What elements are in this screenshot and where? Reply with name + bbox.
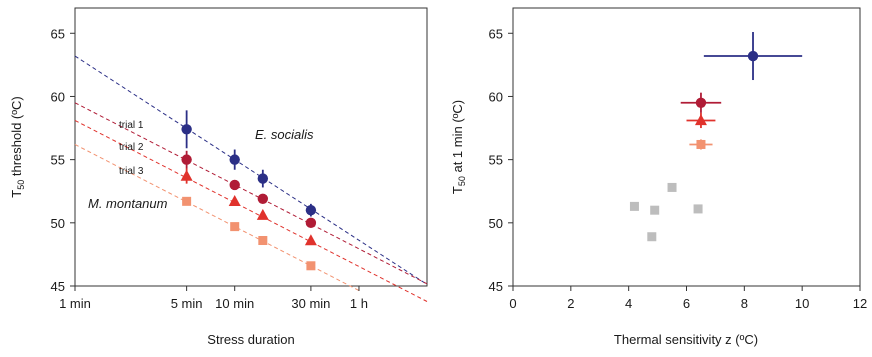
data-point bbox=[629, 201, 639, 211]
x-axis-label-right: Thermal sensitivity z (ºC) bbox=[614, 332, 758, 347]
x-tick-label-left: 1 h bbox=[350, 296, 368, 311]
x-tick-label-left: 10 min bbox=[215, 296, 254, 311]
axis-ticks-right: 0 2 4 6 8 10 12 45 50 55 60 65 bbox=[489, 26, 868, 311]
data-point bbox=[667, 182, 677, 192]
data-marks-right bbox=[629, 32, 803, 242]
plot-frame-left bbox=[74, 7, 428, 287]
data-point bbox=[229, 154, 240, 165]
fit-line bbox=[74, 102, 428, 285]
fit-lines-left bbox=[74, 55, 428, 302]
data-point bbox=[229, 179, 240, 191]
y-tick-label-right: 60 bbox=[489, 89, 503, 104]
x-tick-label-right: 12 bbox=[853, 296, 867, 311]
data-point bbox=[228, 195, 241, 207]
y-axis-label-right: T50 at 1 min (ºC) bbox=[450, 100, 467, 194]
data-marks-left bbox=[180, 110, 317, 271]
data-point bbox=[182, 196, 192, 206]
x-tick-label-left: 5 min bbox=[171, 296, 203, 311]
label-e-socialis: E. socialis bbox=[255, 127, 314, 142]
data-point bbox=[230, 222, 240, 232]
x-tick-label-left: 30 min bbox=[291, 296, 330, 311]
x-tick-label-right: 2 bbox=[567, 296, 574, 311]
data-point bbox=[180, 169, 193, 181]
y-tick-label-left: 50 bbox=[51, 216, 65, 231]
data-point bbox=[695, 97, 707, 108]
data-point bbox=[257, 193, 269, 205]
data-point bbox=[694, 114, 707, 126]
fit-line bbox=[74, 144, 360, 291]
data-point bbox=[650, 205, 660, 215]
panel-right-t50-vs-sensitivity: 0 2 4 6 8 10 12 45 50 55 60 65 Thermal sensitivity … bbox=[450, 7, 868, 347]
y-tick-label-left: 45 bbox=[51, 279, 65, 294]
x-axis-label-left: Stress duration bbox=[207, 332, 294, 347]
data-point bbox=[181, 154, 192, 165]
label-trial-3: trial 3 bbox=[119, 166, 144, 177]
label-m-montanum: M. montanum bbox=[88, 196, 168, 211]
data-point bbox=[256, 208, 269, 220]
data-point bbox=[258, 236, 268, 246]
plot-frame-right bbox=[512, 7, 861, 287]
data-point bbox=[306, 261, 316, 271]
data-point bbox=[305, 204, 317, 216]
label-trial-2: trial 2 bbox=[119, 142, 144, 153]
fit-line bbox=[74, 120, 428, 302]
y-tick-label-right: 55 bbox=[489, 153, 503, 168]
data-point bbox=[696, 139, 706, 149]
y-axis-label-left: T50 threshold (ºC) bbox=[9, 96, 26, 197]
x-tick-label-left: 1 min bbox=[59, 296, 91, 311]
y-tick-label-left: 65 bbox=[51, 26, 65, 41]
y-tick-label-right: 45 bbox=[489, 279, 503, 294]
y-tick-label-left: 55 bbox=[51, 153, 65, 168]
axis-ticks-left: 1 min 5 min 10 min 30 min 1 h 45 50 55 60 65 bbox=[51, 26, 368, 311]
data-point bbox=[304, 234, 317, 246]
x-tick-label-right: 0 bbox=[509, 296, 516, 311]
data-point bbox=[693, 204, 703, 214]
y-tick-label-right: 65 bbox=[489, 26, 503, 41]
y-tick-label-left: 60 bbox=[51, 89, 65, 104]
data-point bbox=[647, 232, 657, 242]
panel-left-threshold-vs-duration: 1 min 5 min 10 min 30 min 1 h 45 50 55 60 65 E. s… bbox=[9, 7, 428, 347]
x-tick-label-right: 4 bbox=[625, 296, 632, 311]
label-trial-1: trial 1 bbox=[119, 120, 144, 131]
data-point bbox=[305, 217, 317, 229]
data-point bbox=[747, 50, 759, 62]
x-tick-label-right: 8 bbox=[741, 296, 748, 311]
x-tick-label-right: 10 bbox=[795, 296, 809, 311]
data-point bbox=[181, 124, 192, 135]
x-tick-label-right: 6 bbox=[683, 296, 690, 311]
y-tick-label-right: 50 bbox=[489, 216, 503, 231]
data-point bbox=[257, 173, 269, 184]
